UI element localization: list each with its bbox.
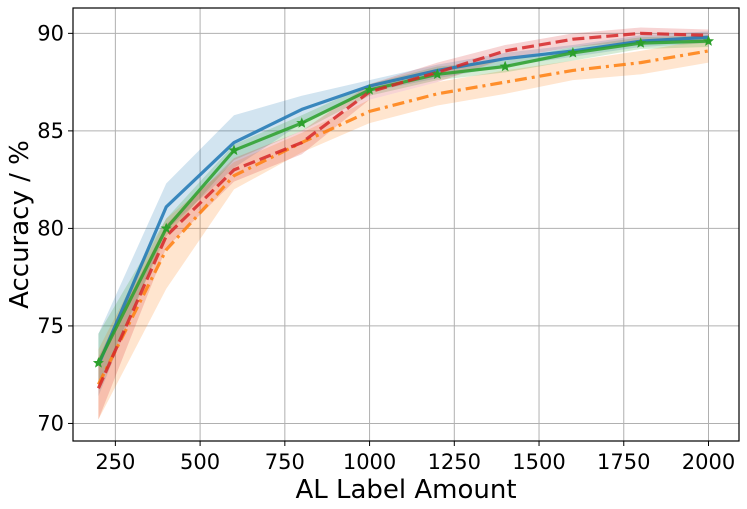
series-2-point [228, 144, 240, 156]
series-0-band [98, 31, 709, 397]
series-markers [92, 35, 715, 368]
y-tick-label: 80 [37, 216, 64, 240]
series-2-point [296, 117, 308, 128]
series-2-point [499, 60, 511, 72]
series-0-line [96, 35, 709, 366]
series-2-point [702, 35, 715, 46]
x-tick-label: 1750 [597, 450, 650, 474]
series-2-point [160, 222, 172, 234]
plot-frame [72, 7, 740, 442]
series-2-point [635, 37, 647, 48]
series-3-line [96, 31, 709, 389]
series-2-point [567, 47, 579, 58]
x-tick-label: 250 [95, 450, 135, 474]
y-tick-label: 75 [37, 314, 64, 338]
series-lines [96, 31, 709, 389]
series-2-point [364, 84, 376, 95]
series-2-line [96, 39, 709, 364]
x-tick-label: 1500 [512, 450, 565, 474]
y-tick-label: 85 [37, 119, 64, 143]
x-tick-label: 2000 [682, 450, 735, 474]
y-tick-label: 90 [37, 21, 64, 45]
y-tick-label: 70 [37, 411, 64, 435]
series-2-point [431, 68, 443, 80]
tick-labels: 250 500 750 1000 1250 1500 1750 2000 70 75 80 85 90 [37, 21, 735, 474]
x-tick-label: 500 [180, 450, 220, 474]
confidence-bands [98, 27, 709, 420]
series-2-point [92, 357, 104, 368]
series-1-line [96, 49, 709, 386]
x-tick-label: 1250 [428, 450, 481, 474]
x-tick-label: 750 [265, 450, 305, 474]
y-axis-label: Accuracy / % [5, 140, 35, 309]
x-axis-label: AL Label Amount [295, 475, 516, 505]
x-tick-label: 1000 [343, 450, 396, 474]
series-1-band [98, 39, 709, 420]
